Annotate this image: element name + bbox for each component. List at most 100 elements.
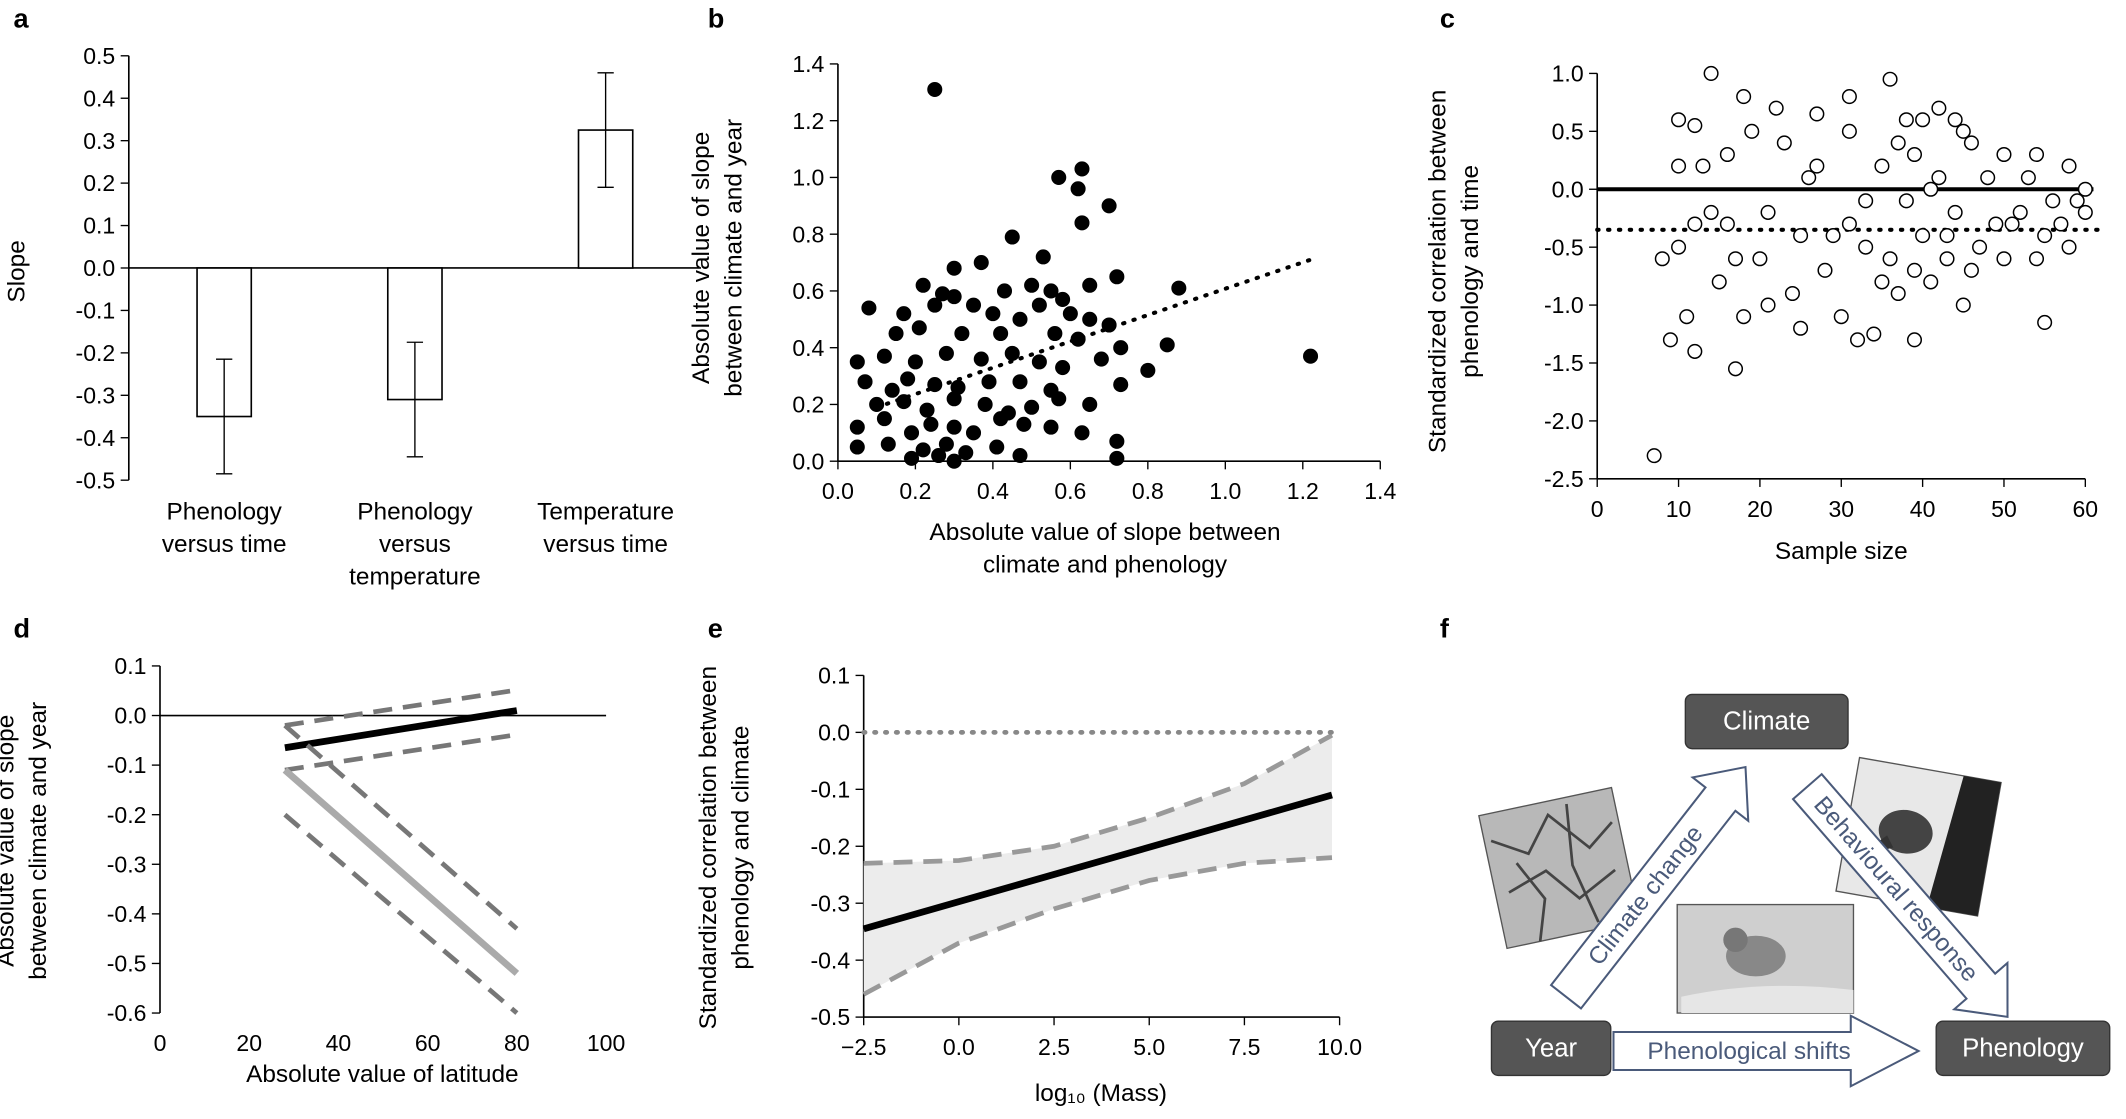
line	[284, 707, 518, 752]
point	[1719, 216, 1735, 232]
y-tick-label: 0.1	[83, 213, 115, 239]
point	[1809, 158, 1825, 174]
point	[1109, 269, 1125, 285]
point	[923, 416, 939, 432]
x-tick-label: 20	[1747, 496, 1773, 522]
point	[1687, 343, 1703, 359]
point	[1988, 216, 2004, 232]
point	[900, 371, 916, 387]
point	[1906, 146, 1923, 163]
point	[1736, 89, 1752, 105]
point	[973, 351, 989, 367]
point	[1736, 309, 1752, 325]
y-tick-label: 0.6	[792, 278, 824, 304]
point	[1671, 239, 1687, 255]
x-tick-label: 50	[1991, 496, 2017, 522]
y-tick-label: 1.0	[1552, 61, 1584, 87]
point	[1955, 123, 1971, 139]
point	[1695, 158, 1711, 174]
y-tick-label: 0.5	[1552, 118, 1584, 144]
point	[1858, 193, 1874, 209]
point	[1671, 112, 1687, 128]
x-tick-label: 20	[236, 1030, 262, 1056]
point	[896, 306, 912, 322]
panel-label: a	[14, 2, 30, 33]
point	[1101, 198, 1117, 214]
point	[1055, 360, 1071, 376]
x-tick-label: 30	[1828, 496, 1854, 522]
point	[1082, 277, 1098, 293]
point	[1866, 326, 1882, 342]
point	[1784, 285, 1800, 302]
point	[1972, 239, 1988, 255]
point	[888, 325, 904, 342]
point	[1074, 161, 1090, 177]
y-tick-label: 0.1	[114, 653, 146, 679]
point	[1024, 399, 1040, 415]
point	[861, 300, 877, 316]
y-tick-label: -0.1	[810, 776, 850, 802]
x-tick-label: 80	[504, 1030, 530, 1056]
point	[1070, 181, 1086, 197]
point	[1012, 447, 1028, 464]
y-tick-label: 0.0	[83, 255, 115, 281]
point	[2028, 251, 2045, 267]
point	[946, 289, 962, 305]
point	[904, 450, 920, 466]
point	[2004, 216, 2020, 232]
y-tick-label: -0.4	[810, 947, 850, 973]
point	[1004, 345, 1020, 361]
point	[1047, 325, 1063, 342]
point	[1043, 419, 1059, 435]
y-tick-label: 0.0	[792, 448, 824, 474]
point	[1858, 239, 1874, 255]
x-axis-title: log₁₀ (Mass)	[1035, 1080, 1167, 1107]
line	[284, 733, 513, 773]
point	[849, 419, 865, 435]
point	[1024, 277, 1040, 293]
x-tick-label: 1.0	[1209, 478, 1241, 504]
panel-label: b	[708, 2, 725, 33]
point	[2028, 146, 2045, 163]
point	[1140, 362, 1156, 378]
arrow-label: Phenological shifts	[1647, 1038, 1850, 1065]
x-axis-title: Absolute value of latitude	[246, 1061, 519, 1088]
point	[1817, 262, 1833, 278]
arrow-phenological-shifts: Phenological shifts	[1612, 1014, 1921, 1088]
line	[283, 723, 519, 931]
point	[2053, 216, 2069, 232]
point	[931, 447, 947, 464]
point	[896, 394, 912, 410]
point	[985, 306, 1001, 322]
point	[927, 297, 943, 313]
y-axis-title: Slope	[3, 240, 30, 302]
point	[1727, 251, 1744, 267]
point	[981, 374, 997, 390]
x-axis-title: Sample size	[1775, 538, 1908, 565]
x-tick-label: 5.0	[1133, 1034, 1165, 1060]
error-bar	[216, 358, 233, 475]
point	[946, 453, 962, 469]
point	[1727, 361, 1744, 377]
point	[911, 320, 927, 336]
point	[1996, 146, 2012, 163]
point	[1890, 135, 1906, 151]
node-label: Climate	[1723, 708, 1810, 736]
point	[1801, 170, 1817, 186]
point	[973, 255, 989, 271]
point	[1012, 311, 1028, 327]
point	[1055, 291, 1071, 307]
x-tick-label: 40	[1910, 496, 1936, 522]
point	[1947, 204, 1963, 220]
point	[1890, 285, 1906, 302]
point	[954, 325, 970, 342]
point	[1980, 170, 1996, 186]
point	[1906, 332, 1923, 348]
point	[876, 411, 892, 427]
y-tick-label: -0.3	[107, 851, 147, 877]
point	[1825, 228, 1841, 244]
line	[283, 812, 519, 1015]
y-tick-label: -0.3	[76, 382, 116, 408]
y-tick-label: -0.3	[810, 890, 850, 916]
error-bar	[406, 341, 424, 458]
